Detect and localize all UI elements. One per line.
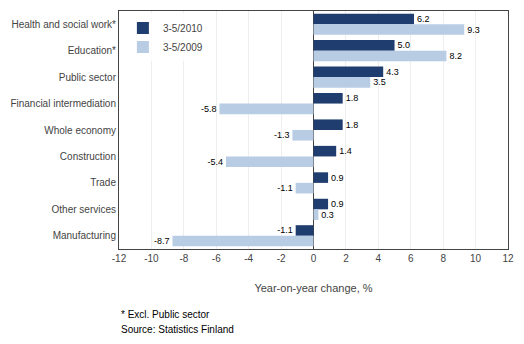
svg-text:1.4: 1.4 (339, 146, 352, 156)
svg-text:Whole economy: Whole economy (44, 125, 116, 136)
svg-text:5.0: 5.0 (398, 40, 411, 50)
svg-text:0.3: 0.3 (321, 210, 334, 220)
svg-text:2: 2 (343, 253, 349, 264)
svg-text:3-5/2009: 3-5/2009 (163, 42, 203, 53)
svg-text:Education*: Education* (68, 45, 116, 56)
svg-text:10: 10 (470, 253, 482, 264)
svg-text:0.9: 0.9 (331, 173, 344, 183)
svg-text:-1.3: -1.3 (274, 130, 290, 140)
svg-text:-8: -8 (179, 253, 188, 264)
svg-text:-5.4: -5.4 (207, 157, 223, 167)
svg-text:3.5: 3.5 (373, 77, 386, 87)
svg-text:3-5/2010: 3-5/2010 (163, 23, 203, 34)
svg-text:Other services: Other services (52, 204, 116, 215)
svg-text:4: 4 (376, 253, 382, 264)
svg-text:-10: -10 (144, 253, 159, 264)
svg-text:Year-on-year change, %: Year-on-year change, % (254, 282, 372, 294)
svg-text:* Excl. Public sector: * Excl. Public sector (121, 309, 210, 320)
svg-text:6: 6 (408, 253, 414, 264)
svg-text:4.3: 4.3 (386, 67, 399, 77)
svg-text:Trade: Trade (90, 177, 116, 188)
svg-text:1.8: 1.8 (346, 93, 359, 103)
svg-text:6.2: 6.2 (417, 14, 430, 24)
svg-text:-2: -2 (277, 253, 286, 264)
svg-text:Manufacturing: Manufacturing (53, 230, 116, 241)
svg-text:Construction: Construction (60, 151, 116, 162)
svg-text:0: 0 (311, 253, 317, 264)
svg-text:-12: -12 (112, 253, 127, 264)
svg-text:12: 12 (502, 253, 514, 264)
svg-text:9.3: 9.3 (467, 25, 480, 35)
svg-text:8: 8 (440, 253, 446, 264)
svg-text:8.2: 8.2 (449, 51, 462, 61)
svg-text:-5.8: -5.8 (201, 104, 217, 114)
svg-text:Health and social work*: Health and social work* (12, 19, 117, 30)
svg-text:-1.1: -1.1 (277, 183, 293, 193)
svg-text:-4: -4 (244, 253, 253, 264)
svg-text:Financial intermediation: Financial intermediation (10, 98, 116, 109)
svg-text:1.8: 1.8 (346, 120, 359, 130)
svg-text:-8.7: -8.7 (154, 236, 170, 246)
svg-text:-6: -6 (212, 253, 221, 264)
svg-text:Source: Statistics Finland: Source: Statistics Finland (121, 324, 234, 335)
svg-text:Public sector: Public sector (59, 72, 117, 83)
svg-text:0.9: 0.9 (331, 199, 344, 209)
svg-text:-1.1: -1.1 (277, 225, 293, 235)
